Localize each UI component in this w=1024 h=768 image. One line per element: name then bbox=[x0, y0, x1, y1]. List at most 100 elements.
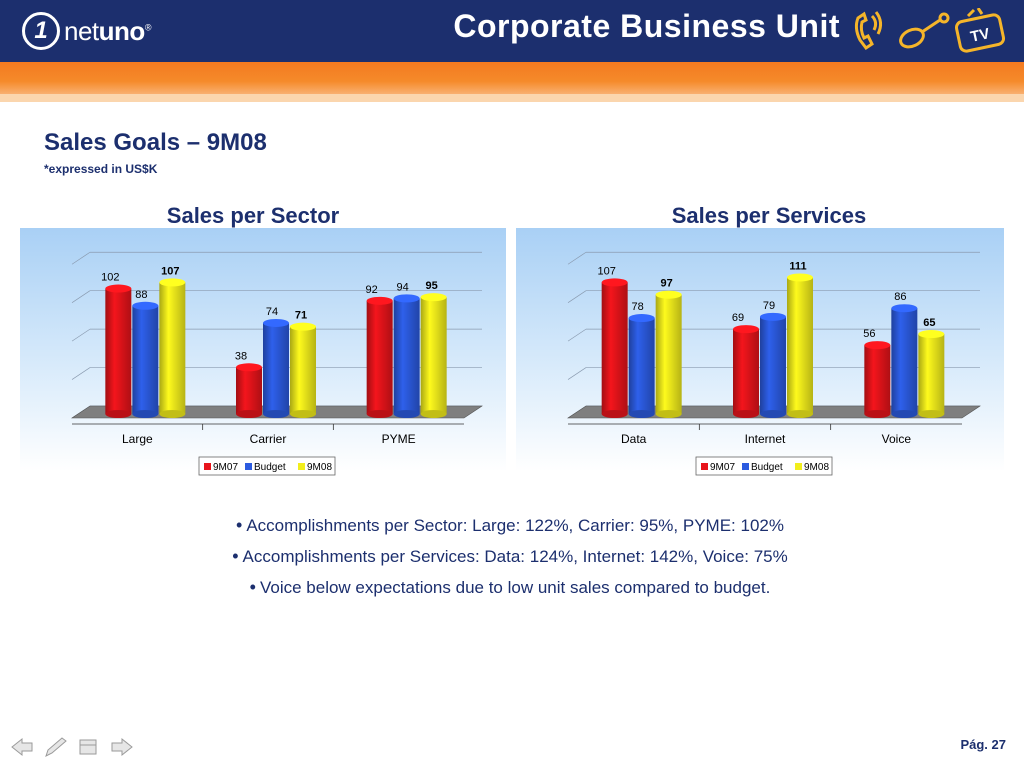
bar-body bbox=[290, 326, 316, 414]
bar-base bbox=[366, 410, 393, 418]
chart-panel-services: 107 78 97 Data 69 79 111 Internet 56 86 65 Voice 9M0… bbox=[516, 228, 1004, 484]
bar-body bbox=[891, 308, 918, 414]
orange-band bbox=[0, 62, 1024, 94]
gridline-side bbox=[567, 328, 587, 342]
logo-text: netuno® bbox=[64, 16, 151, 47]
bar bbox=[132, 301, 159, 418]
legend-box bbox=[198, 456, 336, 476]
data-label: 69 bbox=[732, 312, 744, 324]
chart-panel-sector: 102 88 107 Large 38 74 71 Carrier 92 94 95 PYME 9M07… bbox=[20, 228, 506, 484]
data-label: 56 bbox=[863, 328, 875, 340]
bar-top bbox=[628, 314, 655, 323]
bar bbox=[420, 293, 447, 418]
bar-base bbox=[236, 410, 262, 418]
logo-mark: ® bbox=[144, 21, 152, 32]
bar bbox=[263, 318, 289, 418]
bar-top bbox=[760, 312, 786, 321]
legend-label: Budget bbox=[751, 462, 783, 473]
prev-arrow-icon[interactable] bbox=[11, 737, 33, 757]
header-icons: TV bbox=[854, 8, 1006, 53]
bar-body bbox=[655, 294, 682, 414]
chart-title-sector: Sales per Sector bbox=[166, 203, 340, 228]
data-label: 74 bbox=[266, 306, 278, 318]
tv-icon bbox=[954, 8, 1006, 53]
bullet-item: • Accomplishments per Sector: Large: 122%… bbox=[100, 510, 920, 541]
bar-top bbox=[733, 325, 759, 334]
bar-body bbox=[105, 288, 132, 414]
bar-top bbox=[263, 318, 289, 327]
legend-label: 9M07 bbox=[710, 462, 735, 473]
data-label: 71 bbox=[295, 310, 307, 322]
legend-label: 9M07 bbox=[213, 462, 238, 473]
data-label: 111 bbox=[789, 260, 806, 272]
chart-title-services: Sales per Services bbox=[671, 203, 867, 228]
legend-swatch bbox=[742, 463, 749, 470]
bar bbox=[864, 341, 891, 418]
bar bbox=[760, 312, 786, 418]
bar-base bbox=[132, 410, 159, 418]
data-label: 92 bbox=[366, 284, 378, 296]
bar bbox=[366, 296, 393, 418]
bar-body bbox=[628, 318, 655, 414]
pen-icon[interactable] bbox=[45, 737, 67, 757]
gridline-side bbox=[71, 251, 91, 265]
bar-base bbox=[263, 410, 289, 418]
bar-body bbox=[918, 334, 945, 414]
footer-nav bbox=[11, 737, 133, 757]
bar-top bbox=[918, 330, 945, 339]
bar-top bbox=[105, 284, 132, 293]
bar-base bbox=[290, 410, 316, 418]
bar bbox=[891, 304, 918, 418]
bar-body bbox=[159, 282, 186, 414]
header-bar bbox=[0, 0, 1024, 62]
data-label: 78 bbox=[632, 301, 644, 313]
netuno-logo: 1 netuno® bbox=[22, 10, 151, 52]
bar-body bbox=[733, 329, 759, 414]
bullet-text: Accomplishments per Services: Data: 124%… bbox=[242, 547, 788, 566]
legend-swatch bbox=[245, 463, 252, 470]
legend-label: 9M08 bbox=[307, 462, 332, 473]
gridline-side bbox=[567, 367, 587, 380]
data-label: 107 bbox=[161, 265, 179, 277]
page-title: Sales Goals – 9M08 bbox=[44, 129, 267, 156]
phone-icon bbox=[854, 11, 883, 51]
bar-body bbox=[787, 277, 813, 414]
bar-top bbox=[420, 293, 447, 302]
menu-icon[interactable] bbox=[79, 739, 97, 755]
logo-text-light: net bbox=[64, 15, 99, 46]
category-label: Data bbox=[621, 432, 647, 446]
page-subtitle: *expressed in US$K bbox=[44, 162, 158, 176]
bar bbox=[733, 325, 759, 418]
bar-top bbox=[787, 273, 813, 282]
gridline-side bbox=[71, 328, 91, 342]
bar-base bbox=[628, 410, 655, 418]
bullet-text: Accomplishments per Sector: Large: 122%,… bbox=[246, 516, 784, 535]
bar-top bbox=[891, 304, 918, 313]
bar-base bbox=[864, 410, 891, 418]
next-arrow-icon[interactable] bbox=[111, 737, 133, 757]
bullet-item: • Voice below expectations due to low uni… bbox=[100, 572, 920, 603]
bullet-item: • Accomplishments per Services: Data: 124… bbox=[100, 541, 920, 572]
data-label: 102 bbox=[101, 272, 119, 284]
bar-top bbox=[290, 322, 316, 331]
bar-base bbox=[159, 410, 186, 418]
bar-top bbox=[655, 290, 682, 299]
logo-text-bold: uno bbox=[98, 15, 146, 46]
bar-body bbox=[420, 297, 447, 414]
bar-base bbox=[601, 410, 628, 418]
bar-base bbox=[420, 410, 447, 418]
bar-base bbox=[787, 410, 813, 418]
bar-top bbox=[132, 301, 159, 310]
legend-label: 9M08 bbox=[804, 462, 829, 473]
bar bbox=[159, 278, 186, 418]
data-label: 94 bbox=[397, 281, 409, 293]
bar-body bbox=[366, 300, 393, 414]
category-label: Voice bbox=[882, 432, 912, 446]
page-number: Pág. 27 bbox=[960, 737, 1006, 752]
bullet-dot: • bbox=[232, 546, 239, 566]
gridline-side bbox=[71, 367, 91, 380]
orange-divider bbox=[0, 94, 1024, 102]
bar-base bbox=[918, 410, 945, 418]
bar-top bbox=[601, 278, 628, 287]
data-label: 38 bbox=[235, 350, 247, 362]
